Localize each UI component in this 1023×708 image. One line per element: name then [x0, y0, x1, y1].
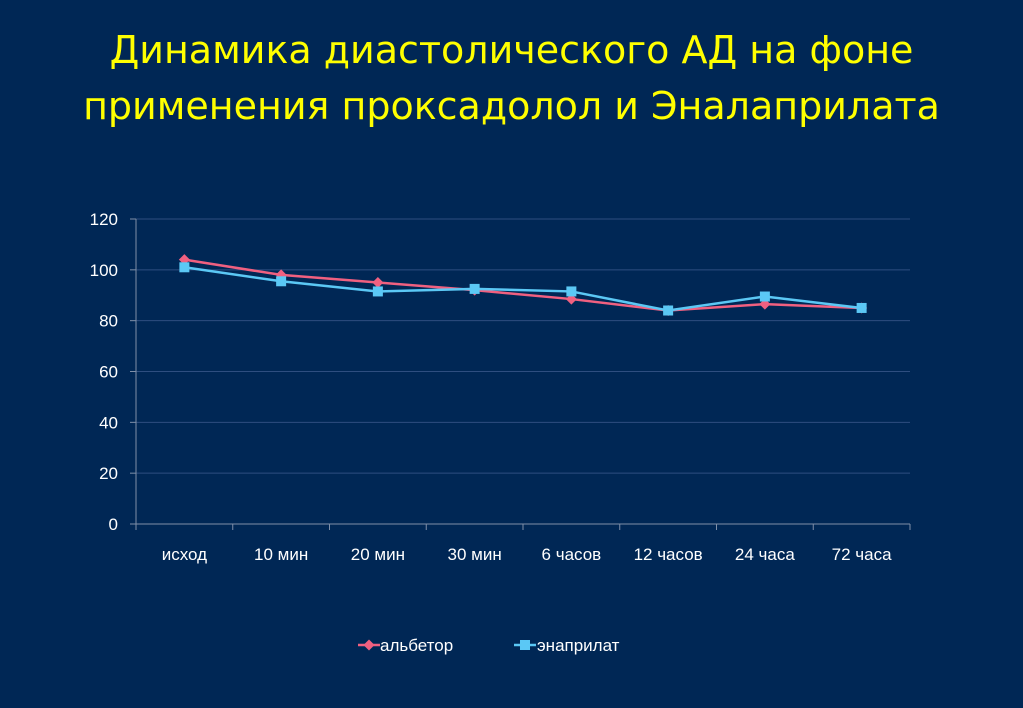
- y-tick-label: 60: [99, 363, 118, 382]
- x-tick-label: 6 часов: [542, 545, 602, 564]
- data-point-square: [856, 302, 867, 313]
- y-tick-label: 0: [109, 515, 118, 534]
- data-point-square: [372, 286, 383, 297]
- data-point-square: [759, 291, 770, 302]
- legend-label-1: альбетор: [380, 636, 453, 655]
- y-tick-label: 80: [99, 312, 118, 331]
- y-tick-label: 20: [99, 464, 118, 483]
- x-tick-label: 30 мин: [448, 545, 502, 564]
- x-tick-label: исход: [162, 545, 207, 564]
- x-tick-label: 24 часа: [735, 545, 795, 564]
- data-point-square: [566, 286, 577, 297]
- data-point-diamond: [372, 277, 384, 289]
- x-tick-label: 10 мин: [254, 545, 308, 564]
- y-tick-label: 40: [99, 413, 118, 432]
- x-tick-label: 20 мин: [351, 545, 405, 564]
- x-tick-label: 72 часа: [832, 545, 892, 564]
- data-point-square: [469, 283, 480, 294]
- chart-title: Динамика диастолического АД на фоне прим…: [0, 22, 1023, 134]
- y-tick-label: 100: [90, 261, 118, 280]
- series-line-1: [184, 258, 862, 312]
- x-tick-label: 12 часов: [634, 545, 703, 564]
- legend-label-2: энаприлат: [537, 636, 620, 655]
- legend-marker-square: [520, 640, 530, 650]
- title-line-2: применения проксадолол и Эналаприлата: [83, 84, 940, 128]
- series-line-2: [184, 266, 862, 312]
- y-tick-label: 120: [90, 210, 118, 229]
- data-point-square: [179, 262, 190, 273]
- title-line-1: Динамика диастолического АД на фоне: [109, 28, 914, 72]
- data-point-square: [276, 276, 287, 287]
- data-point-square: [663, 305, 674, 316]
- legend-marker-diamond: [363, 639, 375, 651]
